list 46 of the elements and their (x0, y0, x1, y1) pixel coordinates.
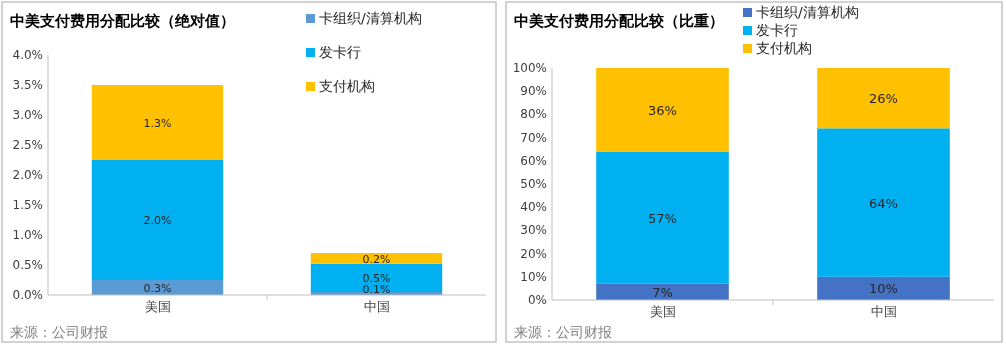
legend-label: 卡组织/清算机构 (756, 4, 859, 20)
x-tick-label: 中国 (870, 304, 897, 319)
y-tick-label: 1.5% (12, 198, 43, 212)
legend-label: 支付机构 (756, 40, 812, 56)
y-tick-label: 60% (520, 153, 547, 168)
legend-label: 支付机构 (319, 78, 375, 94)
y-tick-label: 2.5% (12, 138, 43, 152)
y-tick-label: 3.5% (12, 78, 43, 92)
chart-title: 中美支付费用分配比较（比重） (514, 12, 724, 30)
data-label: 1.3% (143, 116, 172, 130)
legend-label: 发卡行 (319, 44, 361, 60)
y-tick-label: 10% (520, 269, 547, 284)
y-tick-label: 1.0% (12, 228, 43, 242)
chart-title: 中美支付费用分配比较（绝对值） (10, 12, 235, 30)
y-tick-label: 3.0% (12, 108, 43, 122)
data-label: 7% (652, 284, 673, 300)
y-tick-label: 50% (520, 177, 547, 191)
y-tick-label: 30% (520, 223, 547, 238)
data-label: 2.0% (143, 214, 172, 228)
source-note: 来源：公司财报 (514, 324, 612, 340)
data-label: 0.5% (362, 272, 391, 286)
y-tick-label: 4.0% (12, 48, 43, 62)
y-tick-label: 2.0% (12, 168, 43, 182)
data-label: 0.3% (143, 281, 172, 295)
data-label: 36% (648, 102, 677, 118)
legend-label: 发卡行 (756, 22, 798, 38)
y-tick-label: 20% (520, 246, 547, 261)
data-label: 0.1% (362, 283, 391, 296)
source-note: 来源：公司财报 (10, 324, 108, 340)
y-tick-label: 0.5% (12, 258, 43, 272)
data-label: 26% (869, 91, 898, 107)
y-tick-label: 40% (520, 200, 547, 215)
data-label: 64% (869, 195, 898, 211)
data-label: 0.2% (362, 252, 391, 266)
y-tick-label: 0% (527, 293, 547, 307)
x-tick-label: 美国 (144, 299, 171, 314)
legend-label: 卡组织/清算机构 (319, 10, 422, 26)
data-label: 57% (648, 210, 677, 226)
y-tick-label: 100% (512, 61, 547, 75)
y-tick-label: 80% (520, 107, 547, 122)
y-tick-label: 90% (520, 84, 547, 99)
y-tick-label: 0.0% (12, 288, 43, 302)
y-tick-label: 70% (520, 130, 547, 145)
x-tick-label: 美国 (649, 304, 676, 319)
x-tick-label: 中国 (363, 299, 390, 314)
data-label: 10% (869, 281, 898, 297)
